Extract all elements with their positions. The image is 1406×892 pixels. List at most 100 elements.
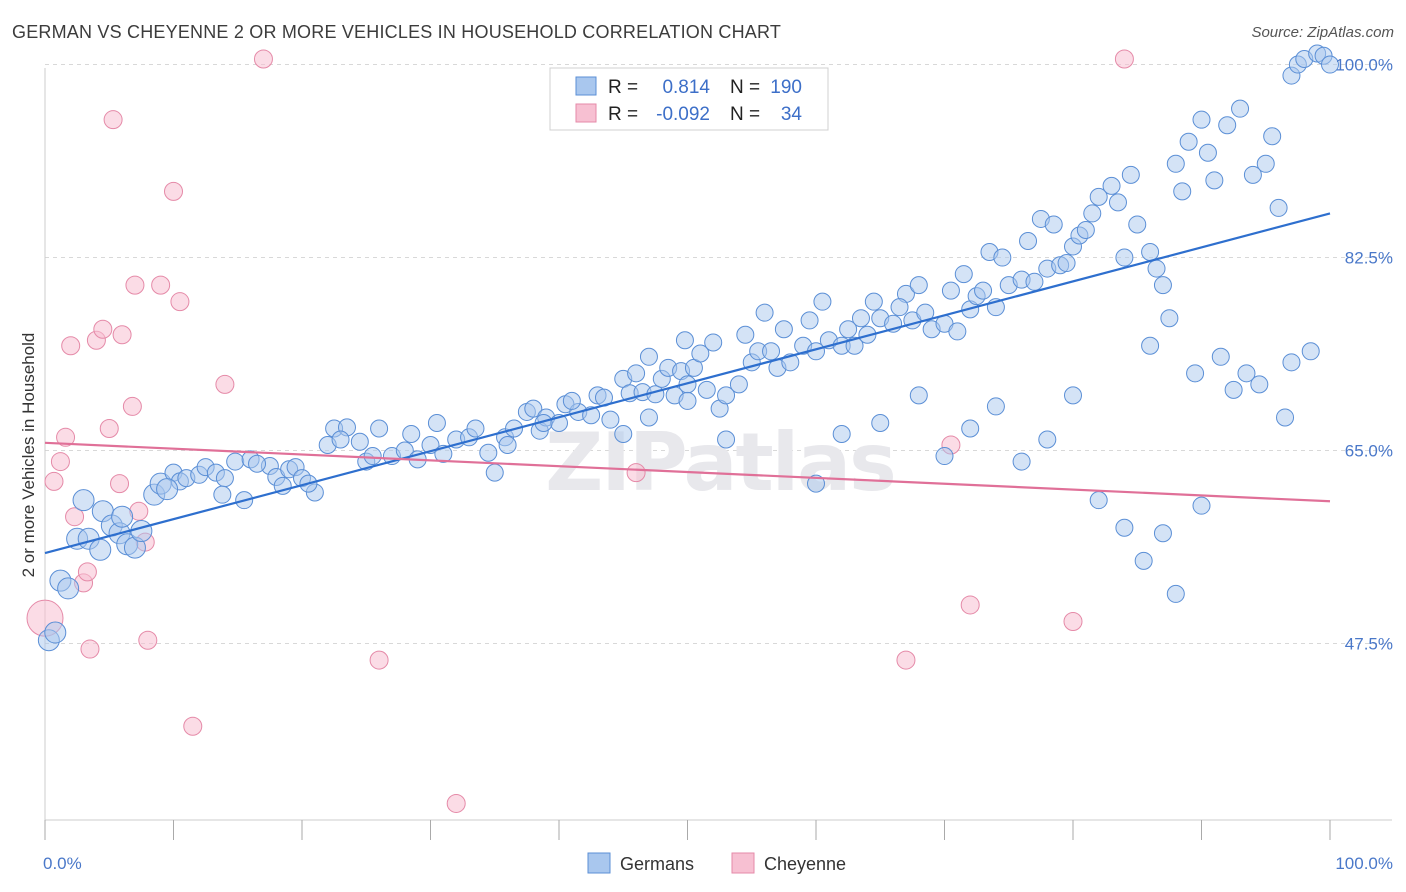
germans-point — [402, 425, 421, 443]
germans-point — [350, 432, 369, 451]
cheyenne-point — [253, 49, 273, 69]
germans-point — [479, 443, 498, 462]
cheyenne-r-label: R = — [608, 104, 638, 125]
germans-point — [485, 463, 504, 482]
germans-point — [156, 478, 179, 501]
germans-point — [807, 474, 825, 493]
germans-point — [1179, 132, 1198, 151]
cheyenne-point — [183, 716, 203, 736]
cheyenne-point — [65, 507, 85, 527]
germans-point — [1321, 55, 1339, 74]
germans-point — [1218, 116, 1237, 135]
chart-title: GERMAN VS CHEYENNE 2 OR MORE VEHICLES IN… — [12, 22, 782, 42]
cheyenne-point — [80, 639, 100, 659]
germans-point — [736, 325, 755, 344]
germans-point — [1250, 375, 1269, 394]
germans-point — [331, 430, 350, 449]
germans-point — [755, 303, 774, 322]
germans-point — [1108, 193, 1127, 212]
germans-point — [948, 322, 967, 341]
germans-point — [1134, 551, 1153, 570]
germans-point — [974, 281, 993, 300]
legend-germans-swatch — [587, 852, 611, 874]
germans-point — [1301, 342, 1320, 361]
germans-point — [1153, 276, 1172, 295]
cheyenne-point — [56, 427, 76, 447]
germans-point — [871, 413, 890, 432]
germans-point — [524, 399, 543, 418]
germans-point — [813, 292, 832, 311]
germans-point — [717, 386, 736, 405]
cheyenne-n-label: N = — [730, 104, 760, 125]
germans-point — [697, 380, 716, 399]
germans-point — [675, 331, 694, 350]
germans-point — [1115, 248, 1134, 267]
germans-point — [213, 485, 232, 504]
cheyenne-point — [215, 374, 235, 394]
legend-cheyenne-label: Cheyenne — [764, 854, 846, 874]
x-tick-label-0: 0.0% — [43, 854, 82, 873]
germans-point — [1019, 232, 1038, 250]
germans-point — [1192, 110, 1211, 129]
germans-point — [993, 248, 1012, 267]
germans-point — [839, 320, 858, 339]
germans-point — [1166, 584, 1185, 603]
germans-point — [1256, 154, 1275, 173]
germans-point — [1243, 165, 1262, 184]
germans-point — [864, 292, 883, 311]
cheyenne-point — [626, 463, 646, 483]
germans-point — [729, 375, 748, 394]
germans-point — [1211, 347, 1230, 366]
cheyenne-point — [170, 292, 190, 312]
germans-point — [562, 391, 581, 410]
germans-point — [1263, 127, 1282, 146]
cheyenne-point — [896, 650, 916, 670]
germans-point — [627, 364, 646, 383]
grid-lines — [45, 64, 1392, 645]
germans-point — [717, 430, 736, 449]
germans-point — [954, 265, 973, 284]
germans-point — [1044, 215, 1063, 234]
cheyenne-n-value: 34 — [781, 104, 803, 125]
germans-point — [1141, 243, 1160, 262]
germans-point — [1102, 176, 1121, 195]
germans-point — [704, 333, 723, 352]
source-label: Source: ZipAtlas.com — [1251, 24, 1394, 41]
germans-point — [1160, 309, 1179, 328]
x-tick-label-1: 100.0% — [1335, 854, 1393, 873]
germans-point — [1192, 496, 1211, 515]
germans-point — [1153, 524, 1172, 543]
cheyenne-point — [164, 181, 183, 201]
germans-point — [1038, 430, 1057, 449]
germans-r-value: 0.814 — [662, 77, 710, 98]
germans-point — [1121, 165, 1140, 184]
germans-point — [691, 344, 710, 363]
germans-r-label: R = — [608, 77, 638, 98]
germans-point — [601, 410, 620, 429]
germans-point — [498, 436, 517, 455]
germans-point — [935, 447, 954, 466]
germans-point — [1141, 336, 1160, 355]
germans-point — [1064, 386, 1082, 405]
germans-point — [1224, 380, 1243, 399]
stats-legend: R = 0.814 N = 190 R = -0.092 N = 34 — [549, 67, 829, 131]
cheyenne-point — [125, 275, 145, 295]
germans-point — [639, 347, 658, 366]
germans-point — [89, 538, 112, 561]
y-tick-label-3: 100.0% — [1335, 56, 1393, 75]
series-legend: Germans Cheyenne — [587, 852, 846, 874]
cheyenne-swatch — [575, 103, 597, 123]
germans-point — [1025, 272, 1044, 291]
germans-point — [890, 298, 909, 317]
cheyenne-r-value: -0.092 — [656, 104, 710, 125]
germans-point — [1198, 143, 1217, 162]
germans-point — [909, 386, 928, 405]
germans-point — [1173, 182, 1192, 201]
germans-points — [37, 44, 1339, 652]
germans-point — [466, 419, 485, 438]
cheyenne-point — [99, 418, 119, 438]
cheyenne-point — [112, 325, 132, 345]
cheyenne-point — [44, 471, 64, 491]
germans-point — [1057, 254, 1076, 273]
germans-point — [941, 281, 960, 300]
